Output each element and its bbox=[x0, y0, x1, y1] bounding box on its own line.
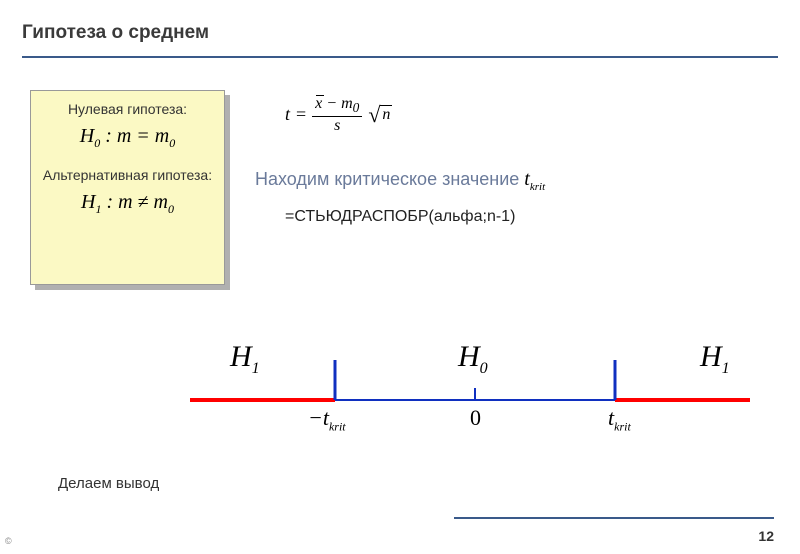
h0-rest: : m = m bbox=[100, 125, 169, 147]
conclusion-text: Делаем вывод bbox=[58, 475, 159, 492]
null-hyp-formula: H0 : m = m0 bbox=[39, 125, 216, 151]
t-eq: = bbox=[296, 104, 306, 125]
h1r-h: H bbox=[700, 340, 722, 373]
h1-right-label: H1 bbox=[700, 340, 730, 378]
t-numerator: x − m0 bbox=[312, 95, 362, 117]
alt-hyp-label: Альтернативная гипотеза: bbox=[39, 167, 216, 183]
h0-sub2: 0 bbox=[169, 136, 175, 150]
title-underline bbox=[22, 56, 778, 58]
critical-value-label: Находим критическое значение tkrit bbox=[255, 168, 545, 193]
t-fraction: x − m0 s bbox=[312, 95, 362, 134]
sqrt: √n bbox=[368, 102, 392, 128]
hypothesis-box: Нулевая гипотеза: H0 : m = m0 Альтернати… bbox=[30, 90, 225, 285]
h1-sub2: 0 bbox=[168, 202, 174, 216]
h0-h: H bbox=[80, 125, 94, 147]
sqrt-symbol: √ bbox=[368, 102, 380, 128]
footer-line bbox=[454, 517, 774, 519]
post-sub: krit bbox=[614, 419, 631, 433]
crit-text: Находим критическое значение bbox=[255, 169, 524, 189]
tkrit-sub: krit bbox=[530, 181, 545, 193]
pos-tkrit-label: tkrit bbox=[608, 405, 631, 434]
num-sub: 0 bbox=[353, 100, 360, 115]
h1r-sub: 1 bbox=[722, 360, 730, 377]
h1l-sub: 1 bbox=[252, 360, 260, 377]
alt-hyp-formula: H1 : m ≠ m0 bbox=[39, 191, 216, 217]
h0d-sub: 0 bbox=[480, 360, 488, 377]
h1-left-label: H1 bbox=[230, 340, 260, 378]
h0-label: H0 bbox=[458, 340, 488, 378]
h1-rest: : m ≠ m bbox=[101, 191, 168, 213]
copyright: © bbox=[5, 536, 12, 546]
h1-h: H bbox=[81, 191, 95, 213]
excel-formula: =СТЬЮДРАСПОБР(альфа;n-1) bbox=[285, 208, 515, 226]
t-var: t bbox=[285, 104, 290, 125]
tkrit-symbol: tkrit bbox=[524, 168, 545, 190]
num-minus: − m bbox=[322, 95, 352, 112]
page-number: 12 bbox=[758, 528, 774, 544]
negt-sub: krit bbox=[329, 419, 346, 433]
t-statistic-formula: t = x − m0 s √n bbox=[285, 95, 392, 134]
h0d-h: H bbox=[458, 340, 480, 373]
null-hyp-label: Нулевая гипотеза: bbox=[39, 101, 216, 117]
neg-tkrit-label: −tkrit bbox=[308, 405, 346, 434]
slide-title: Гипотеза о среднем bbox=[22, 22, 209, 44]
xbar: x bbox=[315, 95, 322, 112]
t-denominator: s bbox=[331, 117, 343, 135]
negt-t: −t bbox=[308, 405, 329, 430]
h1l-h: H bbox=[230, 340, 252, 373]
zero-label: 0 bbox=[470, 405, 481, 431]
sqrt-arg: n bbox=[380, 105, 392, 124]
